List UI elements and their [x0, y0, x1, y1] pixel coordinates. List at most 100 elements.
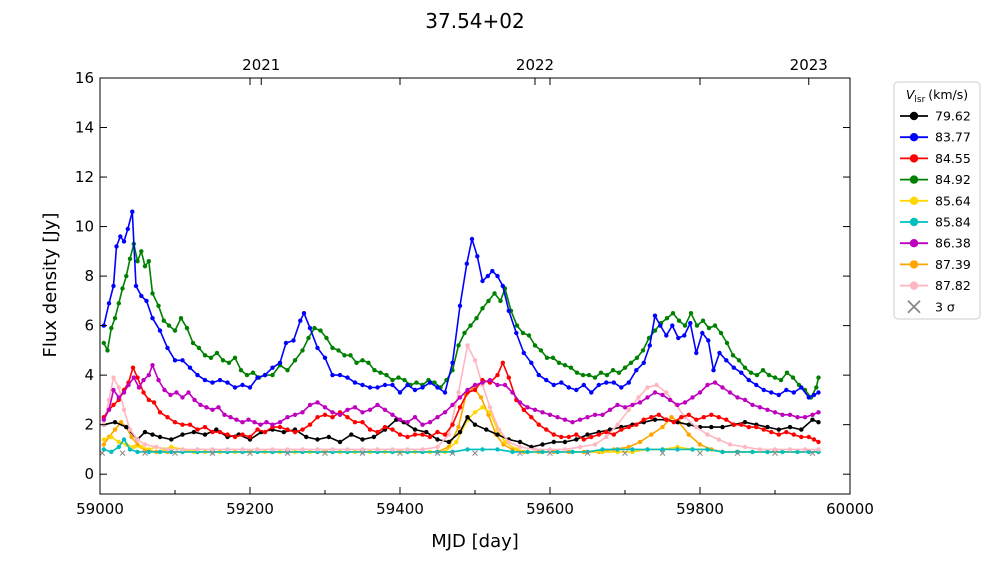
data-point — [711, 368, 716, 373]
data-point — [180, 432, 185, 437]
data-point — [500, 360, 505, 365]
sigma-marker — [434, 450, 441, 456]
data-point — [690, 395, 695, 400]
series-85.84 — [101, 437, 821, 455]
data-point — [255, 375, 260, 380]
data-point — [604, 372, 610, 378]
data-point — [345, 415, 350, 420]
data-point — [544, 427, 549, 432]
data-point — [778, 377, 784, 383]
legend-swatch-marker — [909, 281, 919, 290]
data-point — [240, 420, 245, 425]
legend-item: 84.92 — [900, 172, 971, 187]
data-point — [718, 330, 724, 336]
data-point — [581, 437, 586, 442]
data-point — [124, 424, 129, 430]
data-point — [772, 410, 778, 415]
data-point — [517, 439, 523, 445]
legend-label: 86.38 — [935, 236, 971, 251]
data-point — [375, 385, 380, 390]
data-point — [787, 424, 793, 430]
data-point — [454, 439, 459, 445]
top-tick-label: 2022 — [516, 56, 554, 74]
series-84.92 — [101, 241, 821, 400]
data-point — [510, 449, 515, 455]
data-point — [502, 382, 508, 388]
data-point — [116, 395, 122, 400]
y-tick-label: 12 — [75, 168, 94, 186]
data-point — [697, 390, 703, 395]
data-point — [816, 410, 821, 415]
series-79.62 — [101, 415, 821, 450]
data-point — [111, 375, 116, 380]
data-point — [146, 449, 151, 455]
data-point — [795, 415, 800, 420]
data-point — [270, 365, 275, 370]
data-point — [390, 412, 395, 417]
sigma-marker — [659, 450, 666, 456]
data-point — [232, 434, 238, 440]
data-point — [765, 424, 770, 430]
data-point — [802, 447, 808, 452]
data-point — [816, 447, 821, 452]
y-tick-label: 2 — [84, 416, 94, 434]
data-point — [615, 402, 620, 408]
data-point — [130, 209, 135, 214]
data-point — [760, 368, 766, 373]
data-point — [724, 417, 729, 422]
data-point — [252, 420, 257, 425]
data-point — [562, 363, 568, 368]
data-point — [330, 372, 335, 378]
data-point — [690, 447, 695, 452]
data-point — [652, 328, 658, 333]
data-point — [342, 353, 347, 358]
data-point — [652, 417, 658, 422]
sigma-marker — [517, 450, 523, 456]
data-point — [574, 437, 579, 442]
x-axis-label: MJD [day] — [431, 531, 519, 552]
data-point — [739, 422, 744, 427]
data-point — [544, 377, 549, 383]
data-point — [121, 407, 127, 412]
y-tick-label: 16 — [75, 69, 94, 87]
data-point — [615, 447, 620, 452]
data-point — [574, 432, 579, 437]
data-point — [210, 429, 215, 435]
data-point — [658, 323, 663, 328]
data-point — [580, 372, 586, 378]
data-point — [664, 316, 670, 321]
data-point — [139, 249, 144, 254]
data-point — [238, 368, 244, 373]
data-point — [716, 415, 721, 420]
data-point — [641, 417, 646, 422]
data-point — [694, 417, 699, 422]
data-point — [262, 429, 268, 435]
data-point — [442, 410, 448, 415]
data-point — [186, 390, 191, 395]
data-point — [270, 447, 275, 452]
data-point — [676, 335, 681, 341]
data-point — [574, 387, 579, 393]
data-point — [324, 335, 329, 341]
data-point — [150, 316, 155, 321]
data-point — [634, 355, 640, 360]
data-point — [540, 442, 545, 447]
data-point — [390, 427, 395, 432]
data-point — [776, 432, 781, 437]
data-point — [435, 415, 440, 420]
data-point — [190, 340, 196, 346]
data-point — [506, 308, 511, 313]
y-axis: 0 2 4 6 8 10 12 14 16 — [75, 69, 850, 483]
data-point — [490, 268, 495, 274]
data-point — [604, 380, 609, 385]
data-point — [382, 407, 388, 412]
legend-swatch-marker — [909, 111, 919, 121]
data-point — [116, 444, 122, 450]
data-point — [106, 301, 112, 306]
data-point — [247, 434, 253, 440]
x-tick-label: 59400 — [376, 500, 424, 518]
data-point — [746, 424, 751, 430]
data-point — [761, 427, 766, 432]
data-point — [322, 355, 328, 360]
data-point — [116, 301, 122, 306]
